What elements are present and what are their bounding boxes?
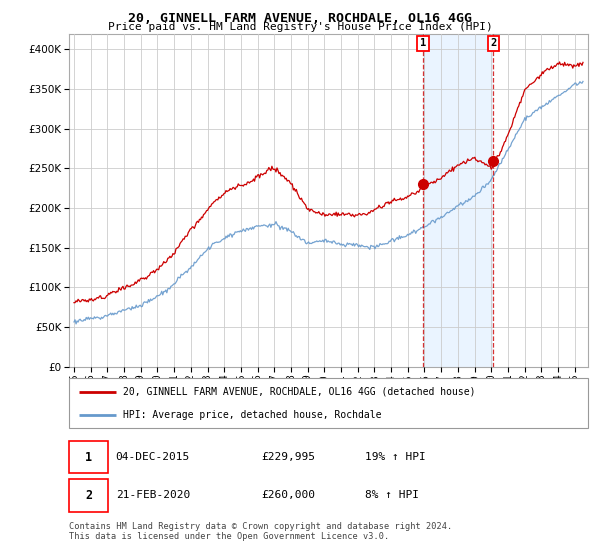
Text: 2: 2 — [85, 489, 92, 502]
FancyBboxPatch shape — [69, 441, 108, 473]
Text: 04-DEC-2015: 04-DEC-2015 — [116, 452, 190, 462]
Text: 20, GINNELL FARM AVENUE, ROCHDALE, OL16 4GG (detached house): 20, GINNELL FARM AVENUE, ROCHDALE, OL16 … — [124, 386, 476, 396]
Text: 1: 1 — [85, 451, 92, 464]
Text: 2: 2 — [490, 38, 497, 48]
Text: £229,995: £229,995 — [261, 452, 315, 462]
Text: £260,000: £260,000 — [261, 490, 315, 500]
Text: Price paid vs. HM Land Registry's House Price Index (HPI): Price paid vs. HM Land Registry's House … — [107, 22, 493, 32]
Text: 1: 1 — [420, 38, 426, 48]
Bar — [423, 34, 493, 367]
Text: HPI: Average price, detached house, Rochdale: HPI: Average price, detached house, Roch… — [124, 410, 382, 420]
Text: 19% ↑ HPI: 19% ↑ HPI — [365, 452, 425, 462]
FancyBboxPatch shape — [69, 479, 108, 511]
Text: 21-FEB-2020: 21-FEB-2020 — [116, 490, 190, 500]
Text: 20, GINNELL FARM AVENUE, ROCHDALE, OL16 4GG: 20, GINNELL FARM AVENUE, ROCHDALE, OL16 … — [128, 12, 472, 25]
Text: 8% ↑ HPI: 8% ↑ HPI — [365, 490, 419, 500]
Text: Contains HM Land Registry data © Crown copyright and database right 2024.
This d: Contains HM Land Registry data © Crown c… — [69, 522, 452, 542]
